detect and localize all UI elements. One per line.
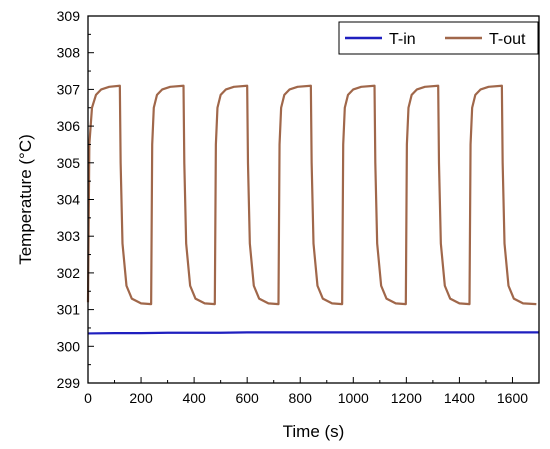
- legend-label: T-out: [489, 31, 526, 48]
- x-tick-label: 1400: [444, 390, 475, 406]
- series-layer: [86, 84, 539, 335]
- series-line-t-in: [87, 331, 539, 335]
- y-tick-label: 309: [57, 8, 81, 24]
- y-tick-label: 299: [57, 375, 81, 391]
- y-tick-label: 302: [57, 265, 81, 281]
- legend-label: T-in: [389, 31, 416, 48]
- x-tick-label: 1200: [391, 390, 422, 406]
- y-tick-label: 304: [57, 192, 81, 208]
- y-tick-label: 306: [57, 118, 81, 134]
- x-axis-title: Time (s): [283, 422, 345, 441]
- x-tick-label: 1000: [338, 390, 369, 406]
- y-tick-label: 301: [57, 302, 81, 318]
- y-tick-label: 303: [57, 228, 81, 244]
- x-tick-label: 1600: [497, 390, 528, 406]
- x-tick-label: 800: [289, 390, 313, 406]
- legend: T-in T-out: [338, 21, 539, 55]
- y-tick-label: 308: [57, 45, 81, 61]
- x-tick-label: 0: [84, 390, 92, 406]
- y-tick-label: 300: [57, 338, 81, 354]
- y-tick-label: 305: [57, 155, 81, 171]
- x-tick-label: 600: [235, 390, 259, 406]
- y-axis-title: Temperature (°C): [16, 134, 35, 265]
- y-axis-ticks: 299 300 301 302 303 304 305 306 307 308 309: [57, 8, 94, 391]
- series-line-t-out: [86, 84, 537, 306]
- x-tick-label: 400: [182, 390, 206, 406]
- x-tick-label: 200: [129, 390, 153, 406]
- x-axis-ticks: 0 200 400 600 800 1000 1200 1400 1600: [84, 377, 528, 406]
- y-tick-label: 307: [57, 81, 81, 97]
